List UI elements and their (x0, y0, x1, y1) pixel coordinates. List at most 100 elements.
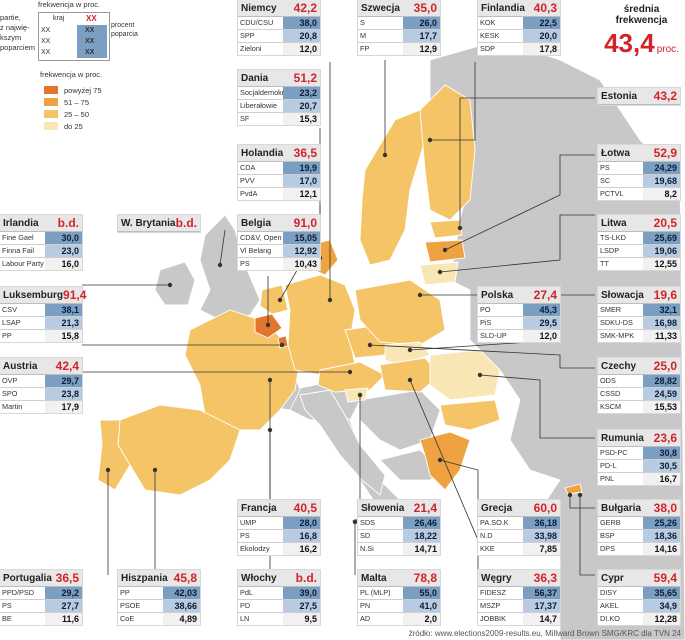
party-row: DPS 14,16 (598, 543, 680, 555)
legend-xx-6: XX (85, 49, 95, 56)
party-name: TS-LKD (600, 233, 626, 242)
party-name: CD&V, Open VLD (240, 233, 283, 242)
party-value: 9,5 (283, 613, 320, 625)
party-row: PD 27,5 (238, 600, 320, 613)
party-row: PdL 39,0 (238, 587, 320, 600)
legend-xx-5: XX (41, 49, 51, 56)
party-value: 16,98 (643, 317, 680, 329)
party-value: 26,46 (403, 517, 440, 529)
legend-item-label: 51 – 75 (64, 98, 90, 107)
country-box-slowenia: Słowenia 21,4 SDS 26,46 SD 18,22 N.Si 14,71 (358, 500, 440, 555)
party-name: SF (240, 114, 250, 123)
party-row: PA.SO.K 36,18 (478, 517, 560, 530)
party-row: ODS 28,82 (598, 375, 680, 388)
party-name: SMK-MPK (600, 331, 635, 340)
party-value: 12,55 (643, 258, 680, 270)
party-name: M (360, 31, 367, 40)
party-row: Finna Fail 23,0 (0, 245, 82, 258)
party-value: 30,8 (643, 447, 680, 459)
country-turnout: 19,6 (653, 288, 677, 302)
party-name: SC (600, 176, 611, 185)
party-value: 19,9 (283, 162, 320, 174)
party-name: PP (120, 588, 130, 597)
party-row: DI.KO 12,28 (598, 613, 680, 625)
party-name: LSDP (600, 246, 620, 255)
party-name: Vl Belang (240, 246, 272, 255)
country-header: Francja 40,5 (238, 500, 320, 517)
party-value: 17,7 (403, 30, 440, 42)
party-value: 24,59 (643, 388, 680, 400)
party-value: 23,2 (283, 87, 320, 99)
country-box-austria: Austria 42,4 OVP 29,7 SPO 23,8 Martin 17,9 (0, 358, 82, 413)
party-row: SF 15,3 (238, 113, 320, 125)
party-name: FIDESZ (480, 588, 506, 597)
country-name: Słowenia (361, 502, 405, 514)
country-header: Litwa 20,5 (598, 215, 680, 232)
party-row: SMK-MPK 11,33 (598, 330, 680, 342)
party-name: OVP (2, 376, 18, 385)
party-name: SDS (360, 518, 376, 527)
party-name: Zieloni (240, 44, 262, 53)
party-name: Ekolodzy (240, 544, 270, 553)
party-name: MSZP (480, 601, 501, 610)
party-value: 11,33 (643, 330, 680, 342)
country-turnout: 36,3 (533, 571, 557, 585)
legend-item-label: 25 – 50 (64, 110, 90, 119)
legend-scale-title: frekwencja w proc. (40, 70, 103, 79)
country-box-slowacja: Słowacja 19,6 SMER 32,1 SDKU-DS 16,98 SMK-MPK 1… (598, 287, 680, 342)
party-value: 24,29 (643, 162, 680, 174)
country-turnout: b.d. (57, 216, 79, 230)
country-turnout: 51,2 (293, 71, 317, 85)
legend-procent-l1: procent (111, 22, 135, 29)
party-value: 45,3 (523, 304, 560, 316)
party-name: PS (2, 601, 12, 610)
party-value: 29,7 (45, 375, 82, 387)
party-value: 36,18 (523, 517, 560, 529)
country-turnout: b.d. (295, 571, 317, 585)
party-name: CSV (2, 305, 18, 314)
party-row: SDKU-DS 16,98 (598, 317, 680, 330)
party-value: 29,2 (45, 587, 82, 599)
country-name: Francja (241, 502, 277, 514)
party-value: 28,82 (643, 375, 680, 387)
party-name: PO (480, 305, 491, 314)
party-value: 12,0 (523, 330, 560, 342)
country-header: Czechy 25,0 (598, 358, 680, 375)
party-row: FP 12,9 (358, 43, 440, 55)
party-value: 15,05 (283, 232, 320, 244)
party-value: 12,92 (283, 245, 320, 257)
party-row: CSSD 24,59 (598, 388, 680, 401)
party-row: KOK 22,5 (478, 17, 560, 30)
legend-procent-l2: poparcia (111, 31, 138, 38)
party-name: PPD/PSD (2, 588, 35, 597)
legend-swatch (44, 86, 58, 94)
country-header: W. Brytania b.d. (118, 215, 200, 232)
party-value: 30,5 (643, 460, 680, 472)
country-turnout: 60,0 (533, 501, 557, 515)
legend-partie-l2: z najwię- (0, 23, 30, 32)
party-row: AKEL 34,9 (598, 600, 680, 613)
party-value: 56,37 (523, 587, 560, 599)
party-name: SPO (2, 389, 18, 398)
legend-swatch (44, 98, 58, 106)
country-turnout: 40,5 (293, 501, 317, 515)
party-value: 10,43 (283, 258, 320, 270)
party-row: GERB 25,26 (598, 517, 680, 530)
party-row: CDA 19,9 (238, 162, 320, 175)
country-turnout: 20,5 (653, 216, 677, 230)
legend-xx-1: XX (41, 27, 51, 34)
country-name: Węgry (481, 572, 512, 584)
country-name: Szwecja (361, 2, 400, 14)
party-value: 33,98 (523, 530, 560, 542)
party-name: PNL (600, 474, 615, 483)
party-value: 19,06 (643, 245, 680, 257)
party-row: PS 27,7 (0, 600, 82, 613)
party-row: PiS 29,5 (478, 317, 560, 330)
country-turnout: 25,0 (653, 359, 677, 373)
country-name: Litwa (601, 217, 627, 229)
country-name: Włochy (241, 572, 277, 584)
party-value: 20,0 (523, 30, 560, 42)
party-value: 41,0 (403, 600, 440, 612)
party-row: PL (MLP) 55,0 (358, 587, 440, 600)
